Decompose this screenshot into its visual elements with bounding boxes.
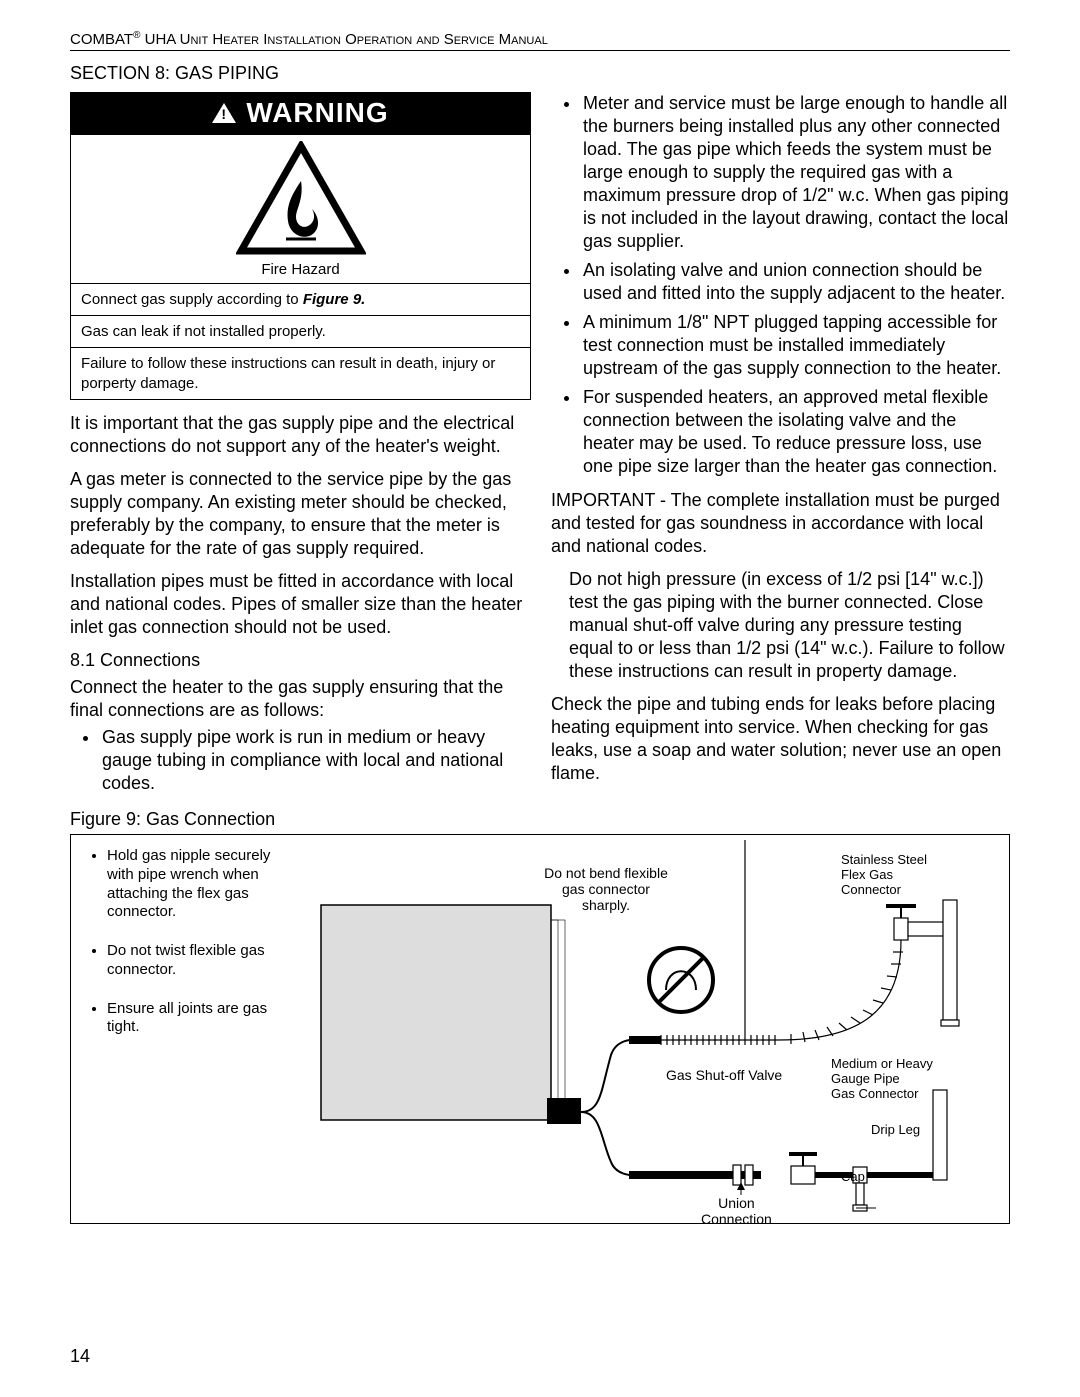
warning-row-2: Gas can leak if not installed properly. (71, 316, 530, 348)
figure-left-notes: Hold gas nipple securely with pipe wrenc… (89, 847, 289, 1057)
section-title: SECTION 8: GAS PIPING (70, 63, 1010, 84)
header-brand: COMBAT (70, 31, 133, 48)
warning-figref: Figure 9. (303, 291, 366, 308)
figure-title: Figure 9: Gas Connection (70, 809, 1010, 830)
warning-caption: Fire Hazard (71, 258, 530, 284)
left-p2: A gas meter is connected to the service … (70, 468, 529, 560)
figure-note-2: Do not twist flexible gas connector. (107, 942, 289, 980)
fire-triangle-icon (236, 141, 366, 256)
warning-box: WARNING Fire Hazard Connect gas supply a… (70, 92, 531, 400)
label-drip: Drip Leg (871, 1123, 920, 1138)
right-bullet-2: An isolating valve and union connection … (581, 259, 1010, 305)
page-header: COMBAT® UHA Unit Heater Installation Ope… (70, 30, 1010, 51)
page: COMBAT® UHA Unit Heater Installation Ope… (0, 0, 1080, 1397)
two-column-body: WARNING Fire Hazard Connect gas supply a… (70, 92, 1010, 805)
right-p6: Do not high pressure (in excess of 1/2 p… (551, 568, 1010, 683)
label-union: Union Connection (701, 1195, 772, 1227)
right-bullet-4: For suspended heaters, an approved metal… (581, 386, 1010, 478)
label-shutoff: Gas Shut-off Valve (666, 1067, 782, 1083)
figure-note-3: Ensure all joints are gas tight. (107, 1000, 289, 1038)
figure-box: Hold gas nipple securely with pipe wrenc… (70, 834, 1010, 1224)
warning-banner-text: WARNING (246, 95, 388, 131)
left-p3: Installation pipes must be fitted in acc… (70, 570, 529, 639)
warning-banner: WARNING (71, 93, 530, 135)
right-bullets: Meter and service must be large enough t… (551, 92, 1010, 479)
warning-triangle-icon (212, 103, 236, 123)
warning-row-3: Failure to follow these instructions can… (71, 348, 530, 398)
header-rest: UHA Unit Heater Installation Operation a… (140, 31, 547, 48)
warning-row-1a: Connect gas supply according to (81, 291, 303, 308)
figure-note-1: Hold gas nipple securely with pipe wrenc… (107, 847, 289, 922)
sub-heading-81: 8.1 Connections (70, 649, 529, 672)
right-column: Meter and service must be large enough t… (551, 92, 1010, 805)
page-number: 14 (70, 1346, 90, 1367)
label-cap: Cap (841, 1170, 865, 1185)
left-p1: It is important that the gas supply pipe… (70, 412, 529, 458)
right-bullet-1: Meter and service must be large enough t… (581, 92, 1010, 253)
right-bullet-3: A minimum 1/8" NPT plugged tapping acces… (581, 311, 1010, 380)
right-p5: IMPORTANT - The complete installation mu… (551, 489, 1010, 558)
right-p7: Check the pipe and tubing ends for leaks… (551, 693, 1010, 785)
label-ss-flex: Stainless Steel Flex Gas Connector (841, 853, 927, 898)
label-no-bend: Do not bend flexible gas connector sharp… (521, 865, 691, 913)
left-bullet-1: Gas supply pipe work is run in medium or… (100, 726, 529, 795)
warning-row-1: Connect gas supply according to Figure 9… (71, 284, 530, 316)
left-bullets: Gas supply pipe work is run in medium or… (70, 726, 529, 795)
fire-hazard-symbol (71, 135, 530, 258)
left-column: WARNING Fire Hazard Connect gas supply a… (70, 92, 529, 805)
left-p4: Connect the heater to the gas supply ens… (70, 676, 529, 722)
label-med-pipe: Medium or Heavy Gauge Pipe Gas Connector (831, 1057, 933, 1102)
